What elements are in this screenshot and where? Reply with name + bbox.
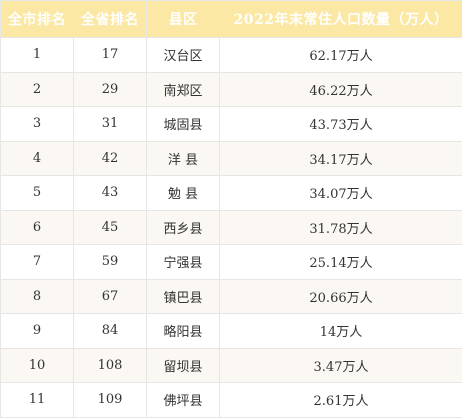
county-cell: 汉台区 [147,38,220,73]
county-cell: 佛坪县 [147,383,220,418]
county-cell: 南郑区 [147,72,220,107]
county-cell: 西乡县 [147,210,220,245]
population-cell: 3.47万人 [220,348,462,383]
population-cell: 34.17万人 [220,141,462,176]
city-rank-cell: 9 [1,314,74,349]
population-cell: 20.66万人 [220,279,462,314]
province-rank-cell: 45 [74,210,147,245]
province-rank-cell: 29 [74,72,147,107]
county-cell: 城固县 [147,107,220,142]
city-rank-cell: 4 [1,141,74,176]
population-cell: 31.78万人 [220,210,462,245]
population-cell: 62.17万人 [220,38,462,73]
province-rank-cell: 17 [74,38,147,73]
population-cell: 46.22万人 [220,72,462,107]
province-rank-cell: 108 [74,348,147,383]
province-rank-cell: 84 [74,314,147,349]
header-city-rank: 全市排名 [1,1,74,38]
header-population: 2022年末常住人口数量（万人） [220,1,462,38]
table-header-row: 全市排名 全省排名 县区 2022年末常住人口数量（万人） [1,1,462,38]
population-cell: 14万人 [220,314,462,349]
province-rank-cell: 59 [74,245,147,280]
population-cell: 34.07万人 [220,176,462,211]
county-cell: 洋 县 [147,141,220,176]
city-rank-cell: 2 [1,72,74,107]
city-rank-cell: 1 [1,38,74,73]
county-cell: 留坝县 [147,348,220,383]
county-cell: 镇巴县 [147,279,220,314]
county-cell: 宁强县 [147,245,220,280]
city-rank-cell: 11 [1,383,74,418]
population-cell: 25.14万人 [220,245,462,280]
province-rank-cell: 42 [74,141,147,176]
province-rank-cell: 67 [74,279,147,314]
city-rank-cell: 5 [1,176,74,211]
population-cell: 43.73万人 [220,107,462,142]
city-rank-cell: 10 [1,348,74,383]
county-cell: 略阳县 [147,314,220,349]
province-rank-cell: 31 [74,107,147,142]
city-rank-cell: 6 [1,210,74,245]
county-cell: 勉 县 [147,176,220,211]
city-rank-cell: 3 [1,107,74,142]
province-rank-cell: 109 [74,383,147,418]
header-province-rank: 全省排名 [74,1,147,38]
header-county: 县区 [147,1,220,38]
province-rank-cell: 43 [74,176,147,211]
population-cell: 2.61万人 [220,383,462,418]
city-rank-cell: 8 [1,279,74,314]
city-rank-cell: 7 [1,245,74,280]
